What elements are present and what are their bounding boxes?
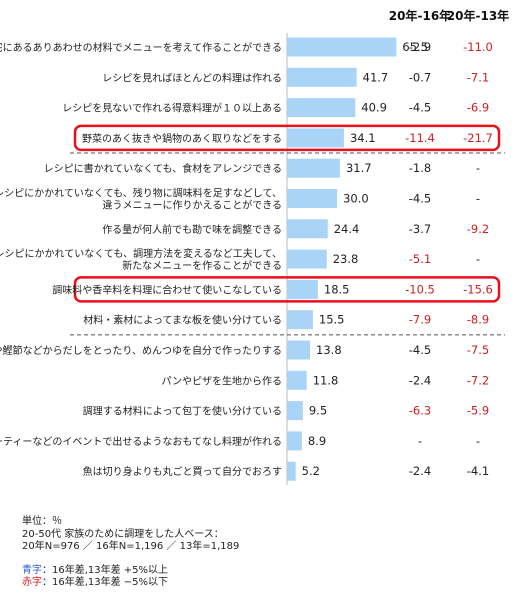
diff-13-label: -15.6 <box>463 282 493 296</box>
chart-notes: 単位：％ 20-50代 家族のために調理をした人ベース： 20年N=976 ／ … <box>22 516 239 590</box>
bar <box>287 370 307 390</box>
legend-blue: 青字：16年差,13年差 +5%以上 <box>22 565 239 578</box>
value-label: 24.4 <box>334 222 360 236</box>
category-label: レシピに書かれていなくても、食材をアレンジできる <box>44 162 282 175</box>
value-label: 30.0 <box>343 192 369 206</box>
diff-16-label: - <box>418 434 422 448</box>
diff-16-label: -7.9 <box>409 313 431 327</box>
category-label: 新たなメニューを作ることができる <box>122 259 282 272</box>
category-label: レシピにかかれていなくても、調理方法を変えるなど工夫して、 <box>0 247 282 260</box>
bar <box>287 431 302 451</box>
category-label: 調理する材料によって包丁を使い分けている <box>83 405 282 418</box>
category-label: レシピを見ればほとんどの料理は作れる <box>102 71 282 84</box>
bar <box>287 401 303 421</box>
bar <box>287 98 356 118</box>
diff-13-label: -7.2 <box>467 373 489 387</box>
category-label: パンやピザを生地から作る <box>162 374 283 387</box>
bar <box>287 249 327 269</box>
value-label: 40.9 <box>361 101 387 115</box>
category-label: レシピを見ないで作れる得意料理が１０以上ある <box>62 102 282 115</box>
diff-13-label: -9.2 <box>467 222 489 236</box>
diff-16-label: -6.3 <box>409 404 431 418</box>
highlight-box <box>73 124 501 152</box>
category-label: 違うメニューに作りかえることができる <box>103 199 283 212</box>
diff-16-label: -2.4 <box>409 373 431 387</box>
diff-13-label: -21.7 <box>463 131 493 145</box>
base-note: 20-50代 家族のために調理をした人ベース： <box>22 528 224 540</box>
bar <box>287 340 311 360</box>
diff-16-label: -2.9 <box>409 40 431 54</box>
legend-blue-key: 青字 <box>22 564 42 576</box>
diff-13-label: -6.9 <box>467 101 489 115</box>
sample-size-note: 20年N=976 ／ 16年N=1,196 ／ 13年=1,189 <box>22 541 240 552</box>
category-label: 煮干や鰹節などからだしをとったり、めんつゆを自分で作ったりする <box>0 344 282 357</box>
diff-13-label: -7.1 <box>467 70 489 84</box>
legend-red-key: 赤字 <box>22 577 42 588</box>
value-label: 11.8 <box>313 373 339 387</box>
diff-13-label: -7.5 <box>467 343 489 357</box>
legend-red: 赤字：16年差,13年差 −5%以下 <box>22 577 239 590</box>
diff-13-label: - <box>476 192 480 206</box>
diff-13-label: - <box>476 434 480 448</box>
bar <box>287 219 328 239</box>
diff-16-label: -11.4 <box>405 131 435 145</box>
value-label: 34.1 <box>350 131 376 145</box>
diff-13-label: - <box>476 252 480 266</box>
bar <box>287 67 357 87</box>
category-label: 作る量が何人前でも勘で味を調整できる <box>102 223 282 236</box>
category-label: 魚は切り身よりも丸ごと買って自分でおろす <box>83 465 282 478</box>
diff-16-label: -2.4 <box>409 464 431 478</box>
diff-16-label: -4.5 <box>409 343 431 357</box>
bar <box>287 461 296 481</box>
diff-16-label: -5.1 <box>409 252 431 266</box>
category-label: 自宅にあるありあわせの材料でメニューを考えて作ることができる <box>0 41 282 54</box>
column-header: 20年-16年 <box>389 8 451 23</box>
diff-13-label: - <box>476 161 480 175</box>
category-label: レシピにかかれていなくても、残り物に調味料を足すなどして、 <box>0 187 282 200</box>
diff-13-label: -11.0 <box>463 40 493 54</box>
column-header: 20年-13年 <box>447 8 509 23</box>
diff-13-label: -8.9 <box>467 313 489 327</box>
diff-13-label: -5.9 <box>467 404 489 418</box>
category-label: 調味料や香辛料を料理に合わせて使いこなしている <box>52 283 282 296</box>
diff-16-label: -4.5 <box>409 101 431 115</box>
bar <box>287 310 313 330</box>
value-label: 5.2 <box>302 464 320 478</box>
bar <box>287 279 318 299</box>
bar-chart: 20年-16年20年-13年自宅にあるありあわせの材料でメニューを考えて作ること… <box>0 8 509 486</box>
value-label: 41.7 <box>363 70 389 84</box>
value-label: 15.5 <box>319 313 345 327</box>
bar <box>287 37 397 57</box>
diff-16-label: -3.7 <box>409 222 431 236</box>
diff-13-label: -4.1 <box>467 464 489 478</box>
legend-blue-text: ：16年差,13年差 +5%以上 <box>42 564 169 576</box>
diff-16-label: -0.7 <box>409 70 431 84</box>
bar <box>287 189 338 208</box>
category-label: 野菜のあく抜きや鍋物のあく取りなどをする <box>82 132 282 145</box>
bar <box>287 128 344 148</box>
value-label: 13.8 <box>316 343 342 357</box>
value-label: 31.7 <box>346 161 372 175</box>
value-label: 18.5 <box>324 282 350 296</box>
unit-note: 単位：％ <box>22 516 62 527</box>
value-label: 9.5 <box>309 404 327 418</box>
diff-16-label: -4.5 <box>409 192 431 206</box>
legend-red-text: ：16年差,13年差 −5%以下 <box>42 577 169 588</box>
category-label: ホームパーティーなどのイベントで出せるようなおもてなし料理が作れる <box>0 435 282 448</box>
value-label: 8.9 <box>308 434 326 448</box>
bar <box>287 158 340 178</box>
value-label: 65.5 <box>402 40 428 54</box>
category-label: 材料・素材によってまな板を使い分けている <box>83 314 282 327</box>
value-label: 23.8 <box>333 252 359 266</box>
diff-16-label: -10.5 <box>405 282 435 296</box>
diff-16-label: -1.8 <box>409 161 431 175</box>
highlight-box <box>73 276 501 303</box>
